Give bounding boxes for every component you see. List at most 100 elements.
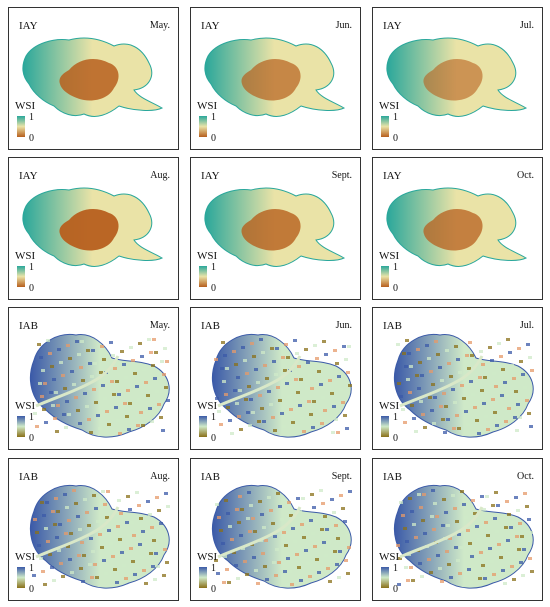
region-label: IAY: [383, 170, 402, 182]
region-label: IAY: [201, 20, 220, 32]
map-raster: [212, 333, 352, 438]
month-label: Jun.: [335, 320, 352, 331]
region-outline: [212, 333, 352, 438]
map-raster: [394, 484, 534, 589]
month-label: Sept.: [331, 170, 352, 181]
legend-max-label: 1: [29, 112, 34, 123]
month-label: May.: [149, 20, 170, 31]
region-label: IAY: [383, 20, 402, 32]
region-label: IAY: [19, 20, 38, 32]
map-raster: [394, 333, 534, 438]
map-panel-iab-oct: IAB Oct. WSI 1 0: [372, 458, 543, 601]
legend-title: WSI: [15, 250, 36, 262]
month-label: Sept.: [331, 471, 352, 482]
legend-colorbar: [199, 266, 207, 287]
map-panel-iab-may: IAB May. WSI 1 0: [8, 307, 179, 450]
legend-max-label: 1: [393, 563, 398, 574]
legend-min-label: 0: [211, 133, 216, 144]
river-channel: [217, 506, 302, 559]
legend-max-label: 1: [211, 412, 216, 423]
map-panel-iay-aug: IAY Aug. WSI 1 0: [8, 157, 179, 300]
legend-title: WSI: [15, 100, 36, 112]
region-outline: [394, 484, 534, 589]
legend-colorbar: [17, 266, 25, 287]
month-label: Jun.: [335, 20, 352, 31]
low-wsi-area: [59, 58, 119, 101]
low-wsi-area: [423, 208, 483, 251]
region-outline: [30, 333, 170, 438]
month-label: Aug.: [150, 471, 170, 482]
map-raster: [22, 37, 164, 117]
region-label: IAY: [19, 170, 38, 182]
map-raster: [386, 187, 528, 267]
legend-colorbar: [199, 567, 207, 588]
legend-min-label: 0: [29, 584, 34, 595]
low-wsi-area: [423, 58, 483, 101]
map-panel-iay-may: IAY May. WSI 1 0: [8, 7, 179, 150]
legend-min-label: 0: [393, 283, 398, 294]
region-label: IAB: [19, 471, 38, 483]
legend-max-label: 1: [29, 262, 34, 273]
map-panel-iay-sept: IAY Sept. WSI 1 0: [190, 157, 361, 300]
legend-colorbar: [381, 116, 389, 137]
legend-colorbar: [17, 567, 25, 588]
river-channel: [35, 506, 120, 559]
map-raster: [30, 333, 170, 438]
legend-colorbar: [381, 266, 389, 287]
low-wsi-area: [59, 208, 119, 251]
month-label: Jul.: [519, 20, 534, 31]
map-panel-iab-jul: IAB Jul. WSI 1 0: [372, 307, 543, 450]
legend-colorbar: [199, 416, 207, 437]
map-panel-iay-jun: IAY Jun. WSI 1 0: [190, 7, 361, 150]
legend-max-label: 1: [393, 112, 398, 123]
map-raster: [204, 187, 346, 267]
legend-colorbar: [17, 416, 25, 437]
legend-max-label: 1: [211, 563, 216, 574]
legend-min-label: 0: [393, 584, 398, 595]
legend-title: WSI: [197, 551, 218, 563]
region-label: IAB: [201, 471, 220, 483]
legend-title: WSI: [15, 551, 36, 563]
map-raster: [22, 187, 164, 267]
region-label: IAY: [201, 170, 220, 182]
map-raster: [30, 484, 170, 589]
map-panel-iab-jun: IAB Jun. WSI 1 0: [190, 307, 361, 450]
legend-title: WSI: [379, 551, 400, 563]
legend-title: WSI: [15, 400, 36, 412]
month-label: Oct.: [517, 170, 534, 181]
month-label: Oct.: [517, 471, 534, 482]
map-raster: [386, 37, 528, 117]
river-channel: [399, 355, 484, 408]
map-raster: [212, 484, 352, 589]
legend-colorbar: [17, 116, 25, 137]
legend-min-label: 0: [393, 133, 398, 144]
legend-colorbar: [381, 416, 389, 437]
river-channel: [217, 355, 302, 408]
legend-min-label: 0: [211, 433, 216, 444]
legend-max-label: 1: [211, 112, 216, 123]
legend-min-label: 0: [211, 584, 216, 595]
legend-min-label: 0: [393, 433, 398, 444]
legend-min-label: 0: [29, 133, 34, 144]
legend-title: WSI: [379, 100, 400, 112]
low-wsi-area: [241, 208, 301, 251]
legend-colorbar: [199, 116, 207, 137]
map-panel-iay-oct: IAY Oct. WSI 1 0: [372, 157, 543, 300]
legend-title: WSI: [197, 100, 218, 112]
low-wsi-area: [241, 58, 301, 101]
region-label: IAB: [383, 471, 402, 483]
month-label: May.: [149, 320, 170, 331]
river-channel: [399, 506, 484, 559]
month-label: Jul.: [519, 320, 534, 331]
legend-title: WSI: [379, 250, 400, 262]
map-panel-iay-jul: IAY Jul. WSI 1 0: [372, 7, 543, 150]
month-label: Aug.: [150, 170, 170, 181]
legend-max-label: 1: [211, 262, 216, 273]
region-label: IAB: [383, 320, 402, 332]
region-label: IAB: [201, 320, 220, 332]
region-label: IAB: [19, 320, 38, 332]
map-panel-iab-sept: IAB Sept. WSI 1 0: [190, 458, 361, 601]
legend-max-label: 1: [393, 262, 398, 273]
map-raster: [204, 37, 346, 117]
